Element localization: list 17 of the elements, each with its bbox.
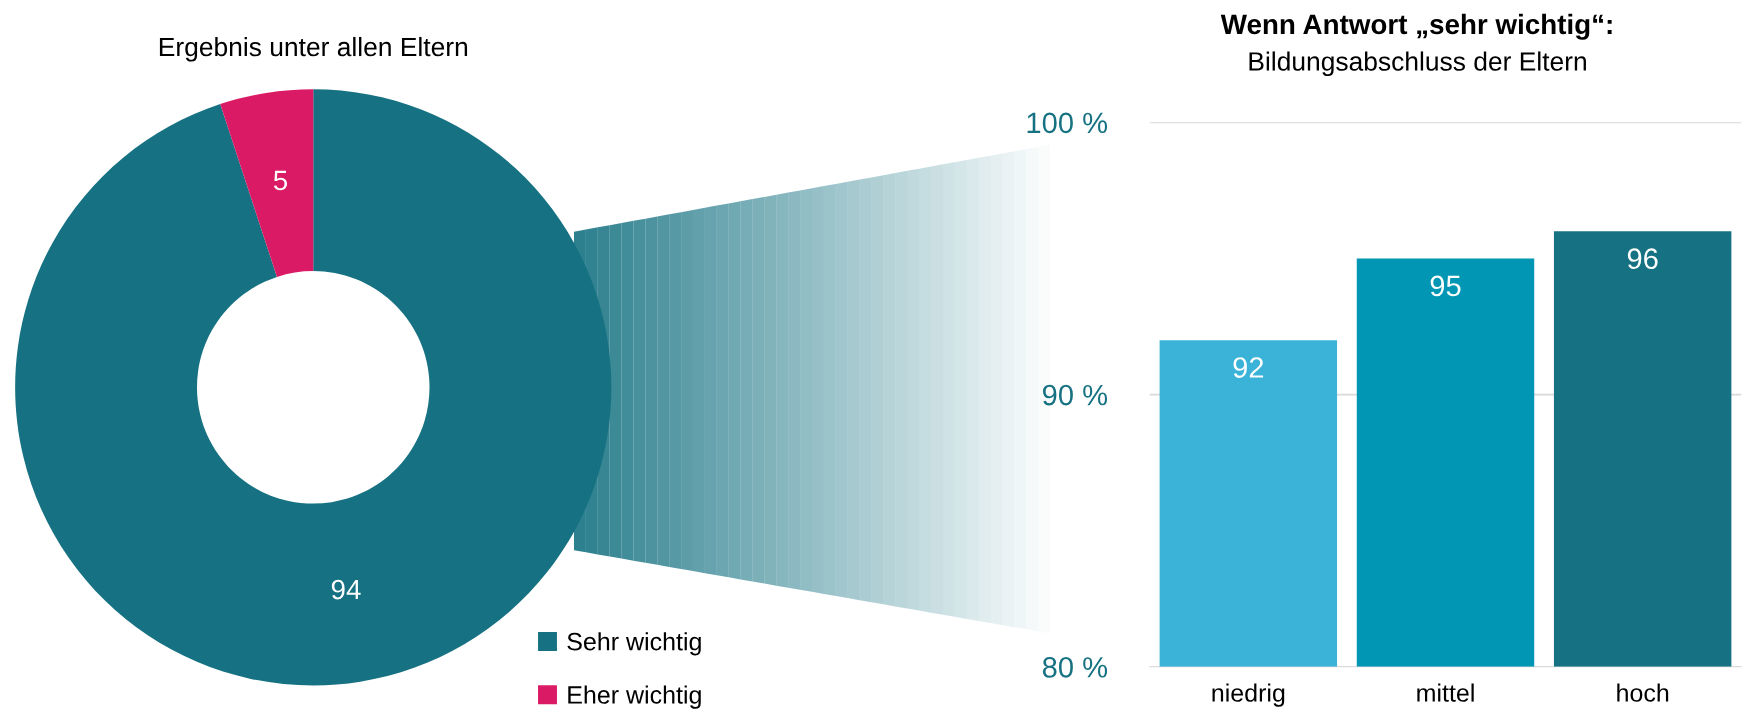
x-tick-label: mittel	[1417, 683, 1474, 702]
legend-label: Sehr wichtig	[567, 632, 701, 656]
data-label: 5	[273, 170, 288, 191]
y-tick-label: 90 %	[1042, 384, 1108, 406]
data-label: 96	[1627, 248, 1658, 269]
legend-label: Eher wichtig	[568, 685, 701, 709]
x-tick-label: hoch	[1617, 683, 1669, 702]
data-label: 92	[1233, 357, 1264, 378]
data-label: 95	[1430, 275, 1461, 297]
chart-title: Wenn Antwort „sehr wichtig“:	[1220, 13, 1612, 40]
y-tick-label: 100 %	[1027, 112, 1108, 134]
x-tick-label: niedrig	[1212, 683, 1285, 707]
data-label: 94	[331, 579, 361, 600]
donut-slice	[220, 89, 314, 277]
chart-title: Ergebnis unter allen Eltern	[159, 36, 468, 62]
y-tick-label: 80 %	[1042, 657, 1108, 678]
chart-subtitle: Bildungsabschluss der Eltern	[1249, 51, 1586, 77]
